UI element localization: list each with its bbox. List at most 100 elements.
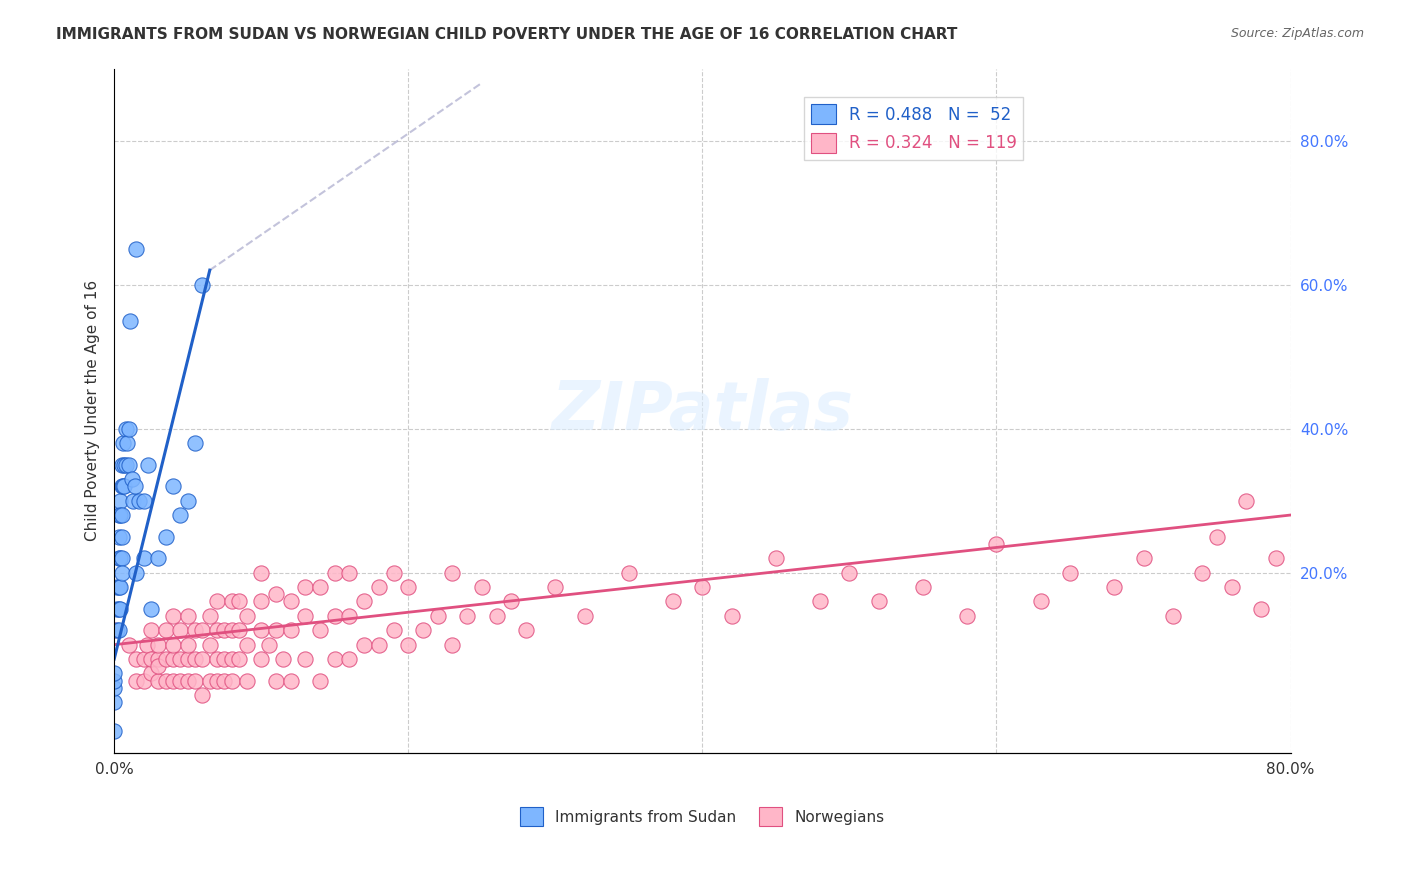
Point <box>221 624 243 638</box>
Point <box>128 493 150 508</box>
Point <box>125 566 148 580</box>
Point <box>1191 566 1213 580</box>
Point <box>118 458 141 472</box>
Point <box>250 566 273 580</box>
Point <box>485 608 508 623</box>
Point <box>198 673 221 688</box>
Text: Source: ZipAtlas.com: Source: ZipAtlas.com <box>1230 27 1364 40</box>
Point <box>125 652 148 666</box>
Point <box>136 458 159 472</box>
Point <box>162 638 184 652</box>
Point <box>191 652 214 666</box>
Point <box>441 566 464 580</box>
Point <box>339 652 361 666</box>
Point <box>148 551 170 566</box>
Point <box>177 673 200 688</box>
Point <box>155 673 177 688</box>
Point <box>124 479 146 493</box>
Point <box>169 624 191 638</box>
Point <box>103 666 125 681</box>
Point <box>692 580 714 594</box>
Point <box>162 608 184 623</box>
Point <box>169 508 191 522</box>
Point <box>115 422 138 436</box>
Point <box>515 624 537 638</box>
Point <box>235 608 257 623</box>
Text: ZIPatlas: ZIPatlas <box>551 377 853 443</box>
Point <box>107 508 129 522</box>
Point <box>132 652 155 666</box>
Point <box>441 638 464 652</box>
Point <box>177 638 200 652</box>
Point <box>1059 566 1081 580</box>
Point <box>838 566 860 580</box>
Point <box>1236 493 1258 508</box>
Point <box>148 638 170 652</box>
Point <box>125 673 148 688</box>
Point <box>250 624 273 638</box>
Point <box>191 277 214 292</box>
Point <box>250 652 273 666</box>
Point <box>198 608 221 623</box>
Point <box>107 601 129 615</box>
Point <box>120 313 142 327</box>
Point <box>396 638 419 652</box>
Point <box>205 673 228 688</box>
Point <box>911 580 934 594</box>
Point <box>221 673 243 688</box>
Point <box>177 608 200 623</box>
Point <box>264 587 287 601</box>
Point <box>118 422 141 436</box>
Point <box>339 608 361 623</box>
Point <box>114 458 136 472</box>
Point <box>107 551 129 566</box>
Point <box>1206 530 1229 544</box>
Point <box>103 673 125 688</box>
Point <box>125 242 148 256</box>
Point <box>986 537 1008 551</box>
Point <box>132 551 155 566</box>
Point <box>228 624 250 638</box>
Point <box>108 601 131 615</box>
Point <box>139 601 162 615</box>
Point <box>280 624 302 638</box>
Point <box>323 608 346 623</box>
Point <box>103 724 125 739</box>
Point <box>118 638 141 652</box>
Point <box>426 608 449 623</box>
Point <box>103 681 125 695</box>
Point <box>309 673 332 688</box>
Point <box>382 566 405 580</box>
Point <box>132 493 155 508</box>
Point <box>107 624 129 638</box>
Point <box>221 594 243 608</box>
Point <box>148 659 170 673</box>
Point <box>382 624 405 638</box>
Point <box>367 638 389 652</box>
Point <box>155 530 177 544</box>
Point <box>1029 594 1052 608</box>
Point <box>184 436 207 450</box>
Point <box>110 479 132 493</box>
Point <box>198 638 221 652</box>
Point <box>184 652 207 666</box>
Point <box>574 608 596 623</box>
Point <box>110 530 132 544</box>
Point <box>110 551 132 566</box>
Point <box>264 624 287 638</box>
Point <box>122 493 145 508</box>
Point <box>111 479 134 493</box>
Point <box>135 638 157 652</box>
Point <box>1161 608 1184 623</box>
Point <box>214 652 236 666</box>
Point <box>162 673 184 688</box>
Point <box>250 594 273 608</box>
Point <box>110 508 132 522</box>
Point <box>107 580 129 594</box>
Point <box>323 566 346 580</box>
Point <box>115 458 138 472</box>
Point <box>205 594 228 608</box>
Point <box>294 608 316 623</box>
Point <box>214 624 236 638</box>
Point <box>501 594 523 608</box>
